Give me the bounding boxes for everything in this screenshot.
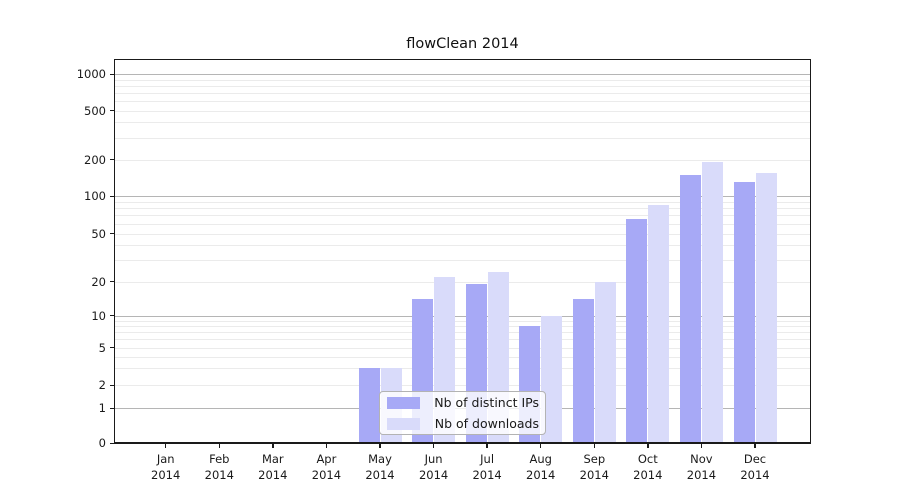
bar-ips-sep: [572, 299, 594, 443]
legend-item-distinct-ips: Nb of distinct IPs: [387, 395, 539, 410]
grid-line-minor: [115, 233, 810, 235]
grid-line-minor: [115, 385, 810, 386]
grid-line-minor: [115, 100, 810, 102]
bar-ips-may: [358, 368, 380, 443]
y-tick-label: 200: [84, 152, 106, 167]
bar-ips-oct: [626, 219, 648, 443]
y-tick: [110, 347, 115, 348]
grid-line-minor: [115, 92, 810, 94]
legend: Nb of distinct IPs Nb of downloads: [379, 391, 546, 435]
grid-line-minor: [115, 332, 810, 334]
legend-label-downloads: Nb of downloads: [434, 416, 539, 431]
x-tick: [432, 443, 435, 448]
y-tick-label: 20: [91, 274, 106, 289]
grid-line-minor: [115, 201, 810, 203]
grid-line-major: [115, 315, 810, 317]
x-tick-label: Mar 2014: [258, 452, 288, 482]
bar-ips-dec: [733, 182, 755, 443]
plot-area: [115, 60, 810, 443]
y-tick: [110, 233, 115, 234]
x-tick: [700, 443, 703, 448]
y-tick: [110, 281, 115, 283]
y-tick: [110, 315, 115, 317]
y-tick-label: 1000: [76, 67, 106, 81]
y-tick: [110, 384, 115, 386]
x-tick: [272, 443, 274, 448]
x-tick-label: Aug 2014: [526, 452, 556, 482]
grid-line-major: [115, 74, 810, 75]
y-tick-label: 2: [98, 378, 106, 392]
grid-line-minor: [115, 260, 810, 262]
y-tick: [110, 195, 115, 197]
x-tick-label: May 2014: [365, 452, 395, 482]
y-tick-label: 10: [91, 308, 106, 323]
x-tick: [379, 443, 381, 448]
x-tick: [218, 443, 220, 448]
grid-line-minor: [115, 320, 810, 322]
bar-downloads-nov: [701, 162, 723, 443]
grid-line-minor: [115, 339, 810, 341]
legend-label-distinct-ips: Nb of distinct IPs: [434, 395, 539, 410]
grid-line-minor: [115, 137, 810, 139]
x-tick: [647, 443, 649, 448]
x-tick: [593, 443, 595, 448]
grid-line-minor: [115, 245, 810, 247]
y-tick-label: 50: [91, 226, 106, 241]
y-tick: [110, 442, 115, 444]
x-tick-label: Feb 2014: [204, 452, 234, 482]
x-tick-label: Oct 2014: [633, 452, 663, 482]
grid-line-minor: [115, 208, 810, 210]
legend-swatch-distinct-ips-icon: [387, 396, 420, 409]
grid-line-minor: [115, 110, 810, 112]
y-tick: [110, 110, 115, 111]
x-tick: [325, 443, 328, 448]
y-tick: [110, 407, 115, 409]
x-tick: [164, 443, 167, 448]
bar-ips-nov: [679, 174, 701, 443]
grid-line-minor: [115, 85, 810, 87]
grid-line-minor: [115, 368, 810, 370]
x-tick: [539, 443, 542, 448]
grid-line-minor: [115, 215, 810, 217]
y-tick: [110, 159, 115, 160]
grid-line-minor: [115, 159, 810, 161]
x-tick-label: Nov 2014: [686, 452, 717, 482]
x-tick-label: Sep 2014: [579, 452, 609, 482]
bar-downloads-sep: [594, 281, 616, 443]
x-tick-label: Dec 2014: [740, 452, 770, 482]
x-tick-label: Jan 2014: [151, 452, 181, 482]
bar-downloads-aug: [541, 315, 563, 443]
bar-downloads-oct: [648, 204, 670, 443]
legend-item-downloads: Nb of downloads: [387, 416, 539, 431]
grid-line-major: [115, 196, 810, 197]
y-tick: [110, 73, 115, 75]
grid-line-minor: [115, 223, 810, 225]
x-axis-spine: [114, 442, 811, 444]
legend-swatch-downloads-icon: [387, 417, 420, 430]
grid-line-minor: [115, 122, 810, 124]
y-tick-label: 0: [98, 436, 106, 450]
grid-line-minor: [115, 79, 810, 81]
x-tick: [486, 443, 488, 448]
grid-line-minor: [115, 281, 810, 283]
x-tick-label: Jul 2014: [472, 452, 502, 482]
y-tick-label: 5: [98, 340, 106, 355]
x-tick-label: Apr 2014: [311, 452, 342, 482]
chart-title: flowClean 2014: [406, 36, 519, 52]
x-tick: [754, 443, 756, 448]
grid-line-minor: [115, 347, 810, 349]
y-tick-label: 1: [98, 401, 106, 415]
y-tick-label: 500: [84, 103, 106, 118]
grid-line-minor: [115, 325, 810, 327]
bar-downloads-dec: [755, 172, 777, 443]
y-tick-label: 100: [84, 189, 106, 203]
grid-line-minor: [115, 356, 810, 358]
x-tick-label: Jun 2014: [418, 452, 449, 482]
